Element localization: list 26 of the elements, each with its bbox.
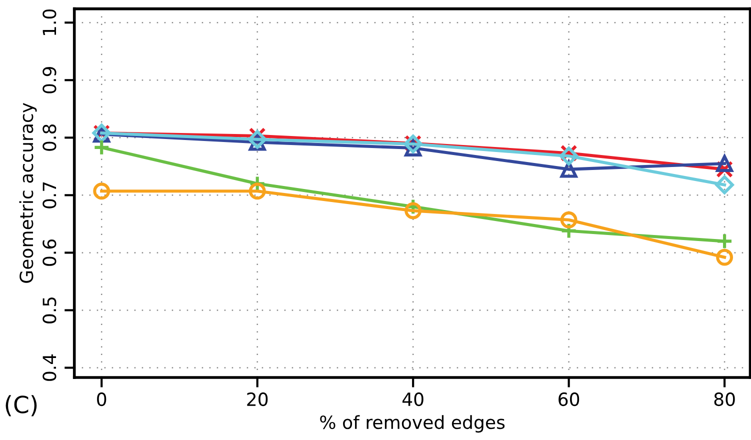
y-tick-label: 0.6: [42, 239, 56, 266]
point: [716, 232, 734, 250]
y-axis-title: Geometric accuracy: [19, 102, 37, 283]
x-tick-label: 0: [97, 392, 106, 406]
point: [248, 182, 266, 200]
x-tick-label: 20: [247, 392, 268, 406]
x-tick-label: 80: [714, 392, 735, 406]
point: [716, 248, 734, 266]
y-tick-label: 0.7: [42, 182, 56, 208]
y-tick-label: 0.9: [42, 67, 56, 94]
point: [716, 155, 734, 172]
y-tick-label: 0.5: [42, 297, 56, 324]
x-tick-label: 40: [402, 392, 424, 406]
point: [93, 138, 110, 156]
point: [715, 175, 734, 194]
y-tick-label: 0.4: [42, 354, 56, 381]
x-tick-label: 60: [558, 392, 580, 406]
point: [560, 222, 578, 240]
text: (C): [6, 395, 37, 416]
y-tick-label: 0.8: [42, 124, 56, 151]
point: [404, 202, 422, 220]
x-axis-title: % of removed edges: [320, 415, 505, 433]
point: [93, 182, 110, 200]
point: [559, 146, 578, 166]
point: [560, 211, 578, 228]
y-tick-label: 1.0: [42, 9, 56, 35]
